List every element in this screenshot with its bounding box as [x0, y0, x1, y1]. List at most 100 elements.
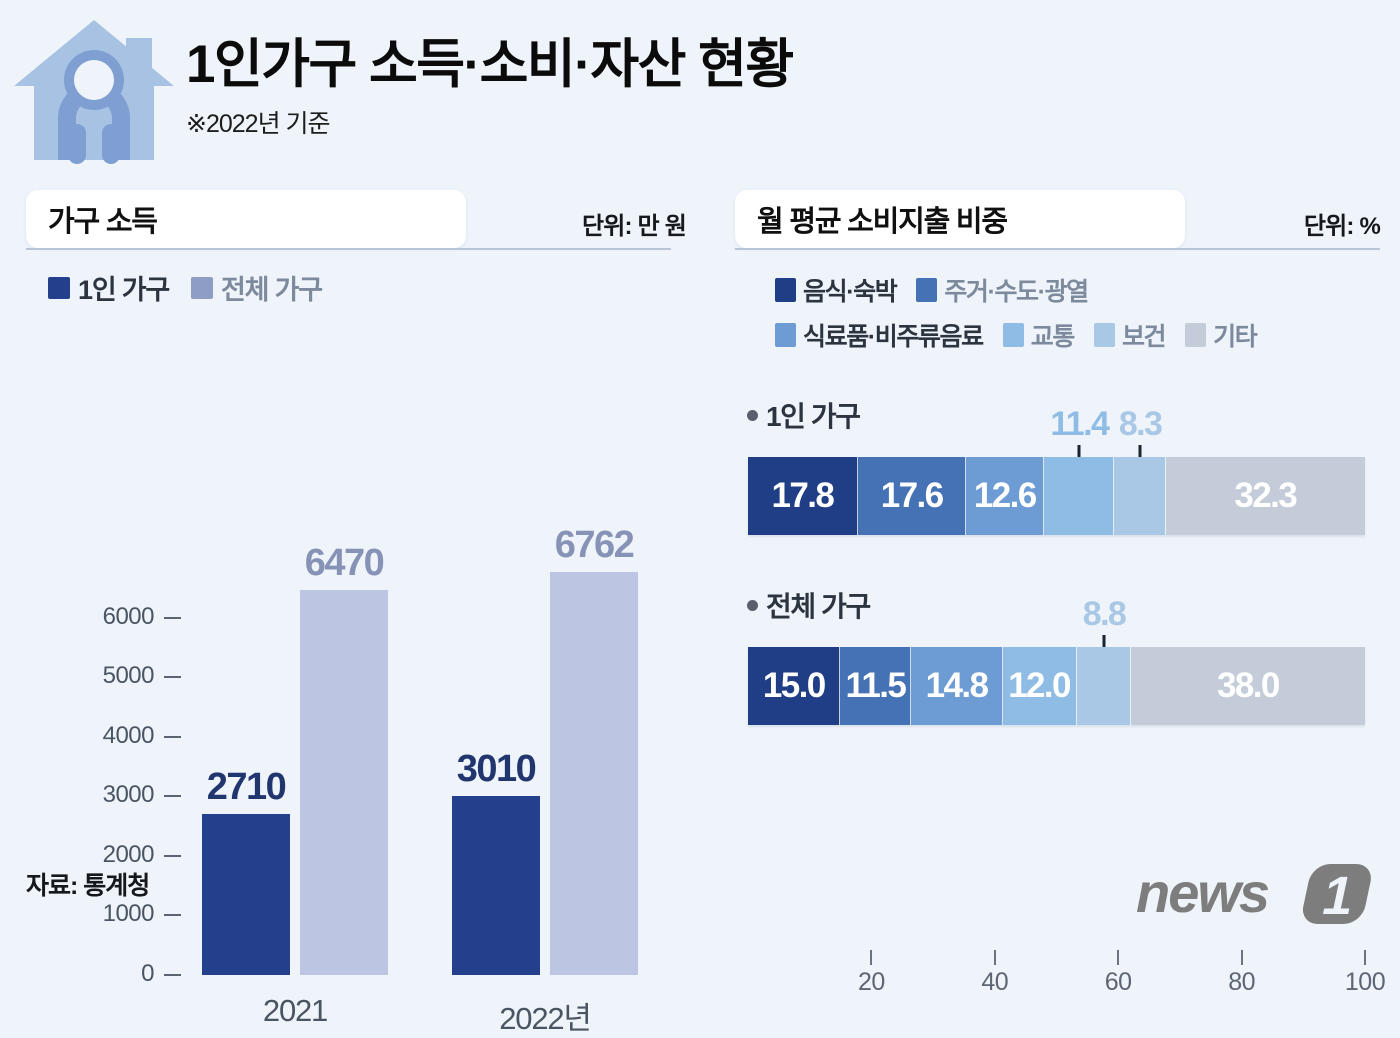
stacked-bar-segment: 17.8 — [748, 457, 858, 535]
segment-value-label: 11.5 — [845, 666, 907, 705]
y-axis-tick-label: 6000 — [102, 602, 155, 630]
panel-title-card: 가구 소득 — [26, 190, 466, 248]
legend-item: 보건 — [1093, 317, 1167, 353]
stacked-bar-segment: 17.6 — [857, 457, 967, 535]
stacked-bar-name: 1인 가구 — [766, 401, 861, 432]
stacked-bar-segment: 12.6 — [966, 457, 1045, 535]
consumption-share-panel: 월 평균 소비지출 비중 단위: % 음식·숙박 주거·수도·광열 식료품·비주류… — [735, 190, 1386, 996]
legend-swatch — [1093, 323, 1115, 347]
legend-swatch — [775, 323, 796, 347]
bullet-dot-icon — [747, 599, 758, 611]
legend-swatch — [1185, 323, 1207, 347]
y-axis-tick-mark — [164, 616, 181, 619]
svg-text:news: news — [1136, 861, 1269, 924]
legend-item: 주거·수도·광열 — [916, 272, 1089, 308]
stacked-bar-caption: 1인 가구 — [747, 395, 861, 435]
panel-divider — [26, 248, 671, 250]
y-axis-tick-label: 5000 — [102, 662, 155, 690]
left-panel-title: 가구 소득 — [48, 206, 158, 238]
segment-value-label: 12.6 — [973, 476, 1037, 515]
x-axis-tick-mark — [1117, 950, 1120, 965]
y-axis-tick-label: 2000 — [102, 840, 155, 868]
stacked-bar-segment: 38.0 — [1130, 647, 1366, 725]
y-axis-tick-mark — [164, 795, 181, 798]
household-income-panel: 가구 소득 단위: 만 원 1인 가구 전체 가구 0 1000 2000 3000 40… — [26, 190, 687, 1036]
x-axis-tick-label: 100 — [1344, 968, 1386, 996]
segment-value-label: 38.0 — [1217, 666, 1280, 705]
legend-swatch — [191, 276, 214, 299]
left-panel-unit: 단위: 만 원 — [581, 213, 687, 240]
bullet-dot-icon — [747, 409, 758, 421]
bar-value-label: 3010 — [456, 747, 537, 790]
x-axis-tick-label: 20 — [857, 968, 885, 996]
legend-swatch — [916, 278, 938, 302]
right-chart-legend-row-1: 음식·숙박 주거·수도·광열 — [775, 272, 1108, 308]
x-axis-tick-label: 80 — [1228, 968, 1255, 996]
y-axis-tick-label: 1000 — [102, 900, 155, 928]
news1-logo: news 1 — [1136, 861, 1371, 926]
segment-value-label: 32.3 — [1234, 476, 1297, 515]
stacked-bar-track: 17.8 17.6 12.6 32.3 — [748, 457, 1365, 535]
y-axis-tick-mark — [164, 854, 181, 857]
header: 1인가구 소득·소비·자산 현황 ※2022년 기준 — [0, 0, 1400, 175]
household-income-bar-chart: 0 1000 2000 3000 4000 5000 6000 2710 6470 2021 301… — [52, 524, 712, 1036]
house-with-person-icon — [14, 20, 174, 164]
legend-item: 1인 가구 — [48, 268, 170, 307]
segment-value-label: 15.0 — [762, 666, 826, 705]
bar-value-label: 6470 — [304, 541, 385, 584]
legend-label: 전체 가구 — [221, 275, 323, 305]
stacked-chart-x-axis: 20 40 60 80 100 — [748, 950, 1386, 1020]
stacked-bar-segment: 14.8 — [911, 647, 1003, 725]
stacked-bar-track: 15.0 11.5 14.8 12.0 38.0 — [748, 647, 1366, 725]
legend-swatch — [775, 278, 796, 302]
x-axis-tick-label: 40 — [981, 968, 1009, 996]
left-chart-legend: 1인 가구 전체 가구 — [48, 268, 344, 307]
stacked-bar-caption: 전체 가구 — [747, 585, 871, 625]
vertical-bar — [202, 813, 290, 975]
stacked-bar-segment: 32.3 — [1165, 457, 1365, 535]
bar-value-label: 6762 — [554, 524, 635, 567]
legend-label: 식료품·비주류음료 — [803, 323, 984, 351]
right-panel-title: 월 평균 소비지출 비중 — [757, 206, 1008, 238]
y-axis-tick-mark — [164, 735, 181, 738]
segment-value-label: 12.0 — [1008, 666, 1071, 705]
stacked-bar-segment — [1114, 457, 1166, 535]
panel-header-row: 가구 소득 단위: 만 원 — [26, 190, 687, 250]
y-axis-tick-label: 4000 — [102, 721, 155, 749]
legend-item: 기타 — [1185, 317, 1258, 353]
stacked-bar-segment: 15.0 — [748, 647, 841, 725]
segment-external-value-label: 8.8 — [1082, 595, 1127, 633]
x-axis-category-label: 2022년 — [499, 1001, 592, 1036]
legend-label: 기타 — [1213, 323, 1258, 351]
segment-value-label: 17.8 — [771, 476, 835, 515]
legend-item: 식료품·비주류음료 — [775, 317, 984, 353]
legend-item: 교통 — [1002, 317, 1075, 353]
stacked-bar-name: 전체 가구 — [766, 591, 871, 622]
y-axis-tick-label: 0 — [141, 960, 154, 987]
legend-swatch — [48, 276, 70, 299]
segment-external-value-label: 8.3 — [1118, 405, 1163, 443]
stacked-bar-segment — [1076, 647, 1131, 725]
legend-label: 주거·수도·광열 — [944, 278, 1089, 306]
page-title: 1인가구 소득·소비·자산 현황 — [186, 35, 794, 94]
legend-item: 음식·숙박 — [775, 272, 898, 308]
stacked-bar-segment: 12.0 — [1002, 647, 1077, 725]
panel-title-card: 월 평균 소비지출 비중 — [735, 190, 1185, 248]
right-chart-legend-row-2: 식료품·비주류음료 교통 보건 기타 — [775, 317, 1276, 353]
legend-label: 1인 가구 — [78, 275, 170, 305]
panel-header-row: 월 평균 소비지출 비중 단위: % — [735, 190, 1381, 250]
x-axis-category-label: 2021 — [262, 993, 328, 1028]
stacked-bar-segment: 11.5 — [840, 647, 912, 725]
x-axis-tick-label: 60 — [1104, 968, 1132, 996]
legend-item: 전체 가구 — [191, 268, 323, 307]
x-axis-tick-mark — [1364, 950, 1366, 965]
segment-value-label: 14.8 — [925, 666, 989, 705]
x-axis-tick-mark — [870, 950, 873, 965]
stacked-bar-segment — [1044, 457, 1115, 535]
x-axis-tick-mark — [1240, 950, 1243, 965]
bar-value-label: 2710 — [206, 765, 287, 808]
y-axis-tick-mark — [164, 914, 181, 917]
vertical-bar — [550, 572, 638, 975]
y-axis-tick-mark — [164, 676, 181, 679]
segment-external-value-label: 11.4 — [1050, 405, 1110, 443]
